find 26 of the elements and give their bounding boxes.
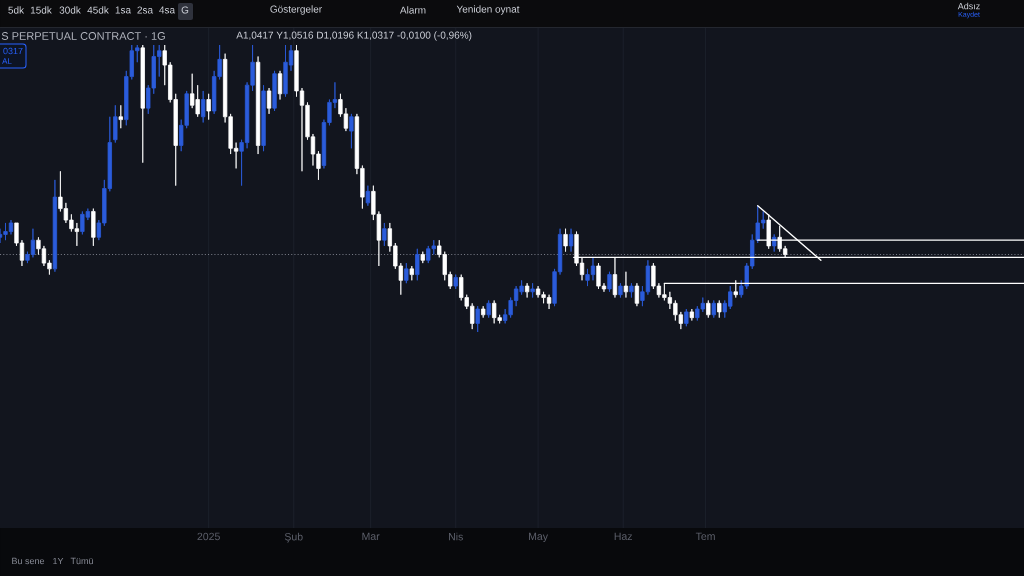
x-tick-label: 2025 [197,532,220,541]
x-tick-label: Mar [362,532,380,541]
x-tick-label: Nis [449,532,463,541]
annotation: AL [2,58,12,64]
chart-title: S PERPETUAL CONTRACT · 1G [1,32,165,40]
text: 2sa [137,6,154,14]
text: 1Y [53,557,64,565]
text: Bu sene [12,557,45,565]
x-tick-label: Haz [614,532,633,541]
x-tick-label: May [529,532,548,543]
annotation: 0317 [3,47,23,55]
text: 45dk [87,6,109,14]
text: 1sa [115,6,132,14]
text: 30dk [59,6,81,14]
text: 5dk [8,6,25,14]
text: Alarm [399,6,426,14]
x-tick-label: Tem [695,532,715,541]
text: Tümü [70,557,93,565]
text: Yeniden oynat [456,5,520,15]
text: 15dk [30,6,52,14]
text: Göstergeler [270,5,322,15]
text: Adsız [957,2,980,10]
x-tick-label: Şub [284,532,303,543]
text: A1,0417 Y1,0516 D1,0196 K1,0317 -0,0100 (-0,96%) [236,31,472,41]
text: 4sa [159,6,176,14]
text: G [181,6,189,14]
